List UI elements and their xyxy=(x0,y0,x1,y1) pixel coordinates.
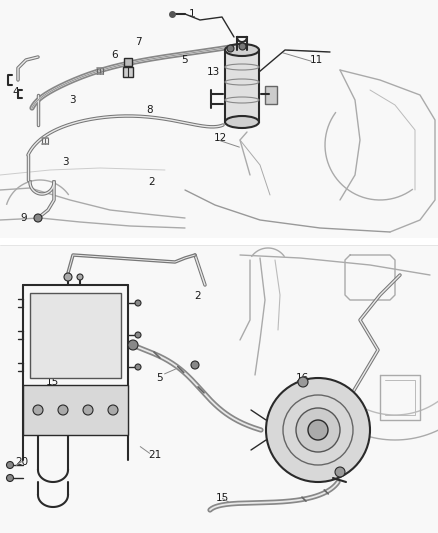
Circle shape xyxy=(307,420,327,440)
Text: 8: 8 xyxy=(146,105,153,115)
Circle shape xyxy=(83,405,93,415)
Circle shape xyxy=(108,405,118,415)
Text: 7: 7 xyxy=(134,37,141,47)
Text: 6: 6 xyxy=(111,50,118,60)
Text: 9: 9 xyxy=(21,213,27,223)
Text: 15: 15 xyxy=(45,377,59,387)
Text: 2: 2 xyxy=(194,291,201,301)
Circle shape xyxy=(135,364,141,370)
Bar xyxy=(124,58,132,66)
Circle shape xyxy=(191,361,198,369)
Text: 16: 16 xyxy=(295,373,308,383)
Circle shape xyxy=(128,340,138,350)
Text: 11: 11 xyxy=(309,55,322,65)
Text: 13: 13 xyxy=(206,67,219,77)
Circle shape xyxy=(58,405,68,415)
Text: 2: 2 xyxy=(148,177,155,187)
Circle shape xyxy=(135,332,141,338)
Circle shape xyxy=(334,467,344,477)
Circle shape xyxy=(34,214,42,222)
Circle shape xyxy=(77,274,83,280)
Text: 5: 5 xyxy=(156,373,163,383)
Text: 12: 12 xyxy=(213,133,226,143)
Circle shape xyxy=(33,405,43,415)
Polygon shape xyxy=(0,245,438,533)
Circle shape xyxy=(7,474,14,481)
Text: 21: 21 xyxy=(148,450,161,460)
Circle shape xyxy=(135,300,141,306)
Text: 3: 3 xyxy=(62,157,68,167)
Bar xyxy=(265,86,276,104)
Text: 20: 20 xyxy=(15,457,28,467)
Ellipse shape xyxy=(225,44,258,56)
Text: 3: 3 xyxy=(68,95,75,105)
Circle shape xyxy=(295,408,339,452)
Bar xyxy=(23,385,128,435)
Ellipse shape xyxy=(225,116,258,128)
Text: 5: 5 xyxy=(181,55,188,65)
Bar xyxy=(123,67,133,77)
Text: 4: 4 xyxy=(13,87,19,97)
Circle shape xyxy=(265,378,369,482)
Text: 17: 17 xyxy=(283,423,296,433)
Text: 1: 1 xyxy=(188,9,195,19)
Polygon shape xyxy=(0,0,438,238)
Circle shape xyxy=(7,462,14,469)
Text: 15: 15 xyxy=(215,493,228,503)
Circle shape xyxy=(64,273,72,281)
Bar xyxy=(30,293,121,378)
Circle shape xyxy=(297,377,307,387)
Bar xyxy=(225,50,258,122)
